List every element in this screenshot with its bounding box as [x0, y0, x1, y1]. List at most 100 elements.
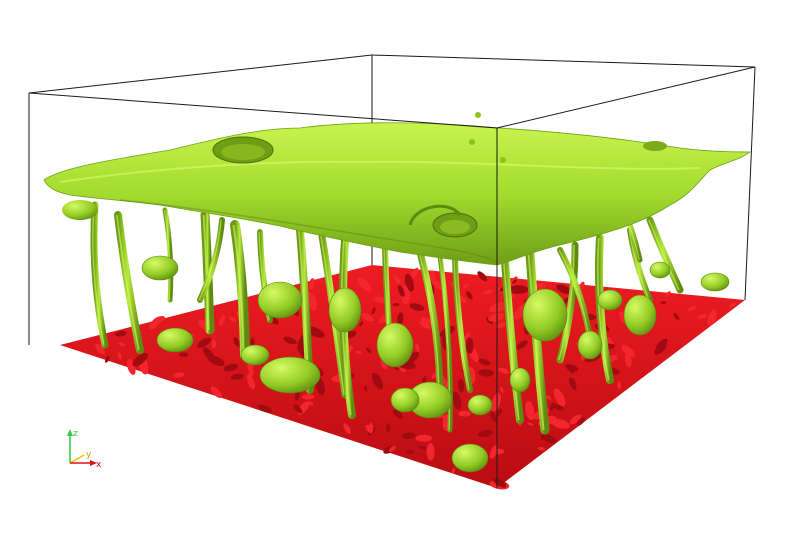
- red-fragment: [673, 312, 680, 321]
- red-fragment: [541, 433, 557, 444]
- column-highlight: [648, 219, 680, 291]
- red-fragment: [397, 285, 405, 297]
- red-fragment: [247, 375, 256, 390]
- red-fragment: [462, 283, 469, 289]
- red-fragment: [359, 321, 364, 327]
- red-fragment: [451, 467, 456, 474]
- red-fragment: [550, 418, 571, 429]
- red-fragment: [490, 411, 497, 422]
- red-fragment: [302, 394, 315, 400]
- droplet: [500, 157, 506, 163]
- column-highlight: [198, 219, 222, 301]
- green-bulb: [451, 443, 489, 473]
- red-fragment: [409, 303, 425, 311]
- red-fragment: [388, 445, 397, 452]
- red-fragment: [419, 321, 432, 329]
- column-highlight: [116, 214, 140, 351]
- red-fragment: [361, 313, 374, 322]
- red-fragment: [429, 270, 436, 283]
- red-fragment: [485, 317, 494, 325]
- red-fragment: [230, 373, 244, 380]
- column-highlight: [438, 255, 451, 431]
- y-axis-label: y: [86, 450, 92, 460]
- green-bulb: [623, 294, 657, 336]
- red-fragment: [218, 315, 226, 326]
- red-fragment: [499, 386, 504, 393]
- red-fragment: [419, 445, 427, 450]
- green-bulb: [156, 327, 194, 353]
- red-fragment: [233, 337, 241, 348]
- red-fragment: [525, 401, 535, 421]
- red-fragment: [552, 404, 565, 411]
- green-column: [162, 207, 174, 303]
- green-column: [114, 211, 144, 354]
- red-fragment: [411, 267, 419, 279]
- red-fragment: [105, 355, 110, 363]
- red-fragment: [178, 352, 189, 357]
- green-bulb: [522, 288, 568, 342]
- green-column-structures: [90, 197, 684, 435]
- red-fragment: [385, 423, 391, 433]
- red-fragment: [488, 302, 508, 313]
- red-fragment: [478, 369, 495, 377]
- red-fragment: [496, 408, 503, 416]
- column-highlight: [92, 204, 105, 346]
- x-axis-label: x: [96, 460, 102, 470]
- red-fragment: [654, 343, 667, 355]
- red-fragment: [393, 274, 401, 285]
- green-column: [556, 241, 579, 364]
- red-fragment: [458, 410, 471, 417]
- column-highlight: [596, 237, 610, 381]
- column-highlight: [503, 261, 520, 421]
- red-fragment: [306, 326, 325, 338]
- red-fragment: [478, 358, 491, 366]
- red-fragment: [283, 336, 297, 345]
- red-fragment: [401, 432, 416, 439]
- red-fragment: [365, 424, 373, 434]
- red-fragment: [308, 278, 315, 290]
- green-bulb: [509, 367, 531, 393]
- green-bulb: [240, 344, 270, 366]
- red-fragment: [364, 385, 368, 392]
- red-fragment: [489, 445, 498, 459]
- red-fragment: [355, 350, 362, 354]
- red-fragment: [549, 402, 556, 411]
- red-fragment: [488, 313, 505, 322]
- red-fragment: [118, 342, 126, 347]
- green-column: [594, 234, 614, 384]
- droplet: [469, 139, 475, 145]
- column-highlight: [453, 257, 470, 391]
- red-fragment: [380, 359, 388, 370]
- green-bulb: [376, 322, 414, 368]
- green-bulb: [141, 255, 179, 281]
- red-fragment: [396, 312, 404, 326]
- green-bulb: [597, 289, 623, 311]
- red-fragment: [420, 317, 433, 325]
- red-fragment: [371, 372, 384, 390]
- red-fragment: [483, 289, 493, 295]
- red-fragment: [415, 434, 432, 442]
- red-fragment: [498, 367, 509, 374]
- column-highlight: [628, 229, 650, 301]
- column-highlight: [418, 251, 440, 401]
- red-fragment: [492, 477, 507, 488]
- red-fragment: [697, 313, 708, 320]
- red-fragment: [512, 279, 518, 284]
- red-fragment: [516, 340, 528, 350]
- red-fragment: [229, 316, 237, 323]
- red-fragment: [293, 404, 303, 414]
- red-fragment: [556, 284, 572, 295]
- red-fragment: [392, 303, 400, 307]
- red-fragment: [478, 429, 493, 438]
- green-bulb-structures: [141, 255, 730, 473]
- green-column: [452, 255, 473, 393]
- z-axis-label: z: [73, 429, 78, 439]
- green-column: [197, 217, 225, 303]
- red-fragment: [117, 352, 122, 360]
- red-fragment: [569, 414, 582, 425]
- red-fragment: [707, 309, 717, 326]
- green-column: [627, 227, 653, 303]
- red-fragment: [621, 344, 636, 358]
- y-axis-line: [69, 454, 85, 464]
